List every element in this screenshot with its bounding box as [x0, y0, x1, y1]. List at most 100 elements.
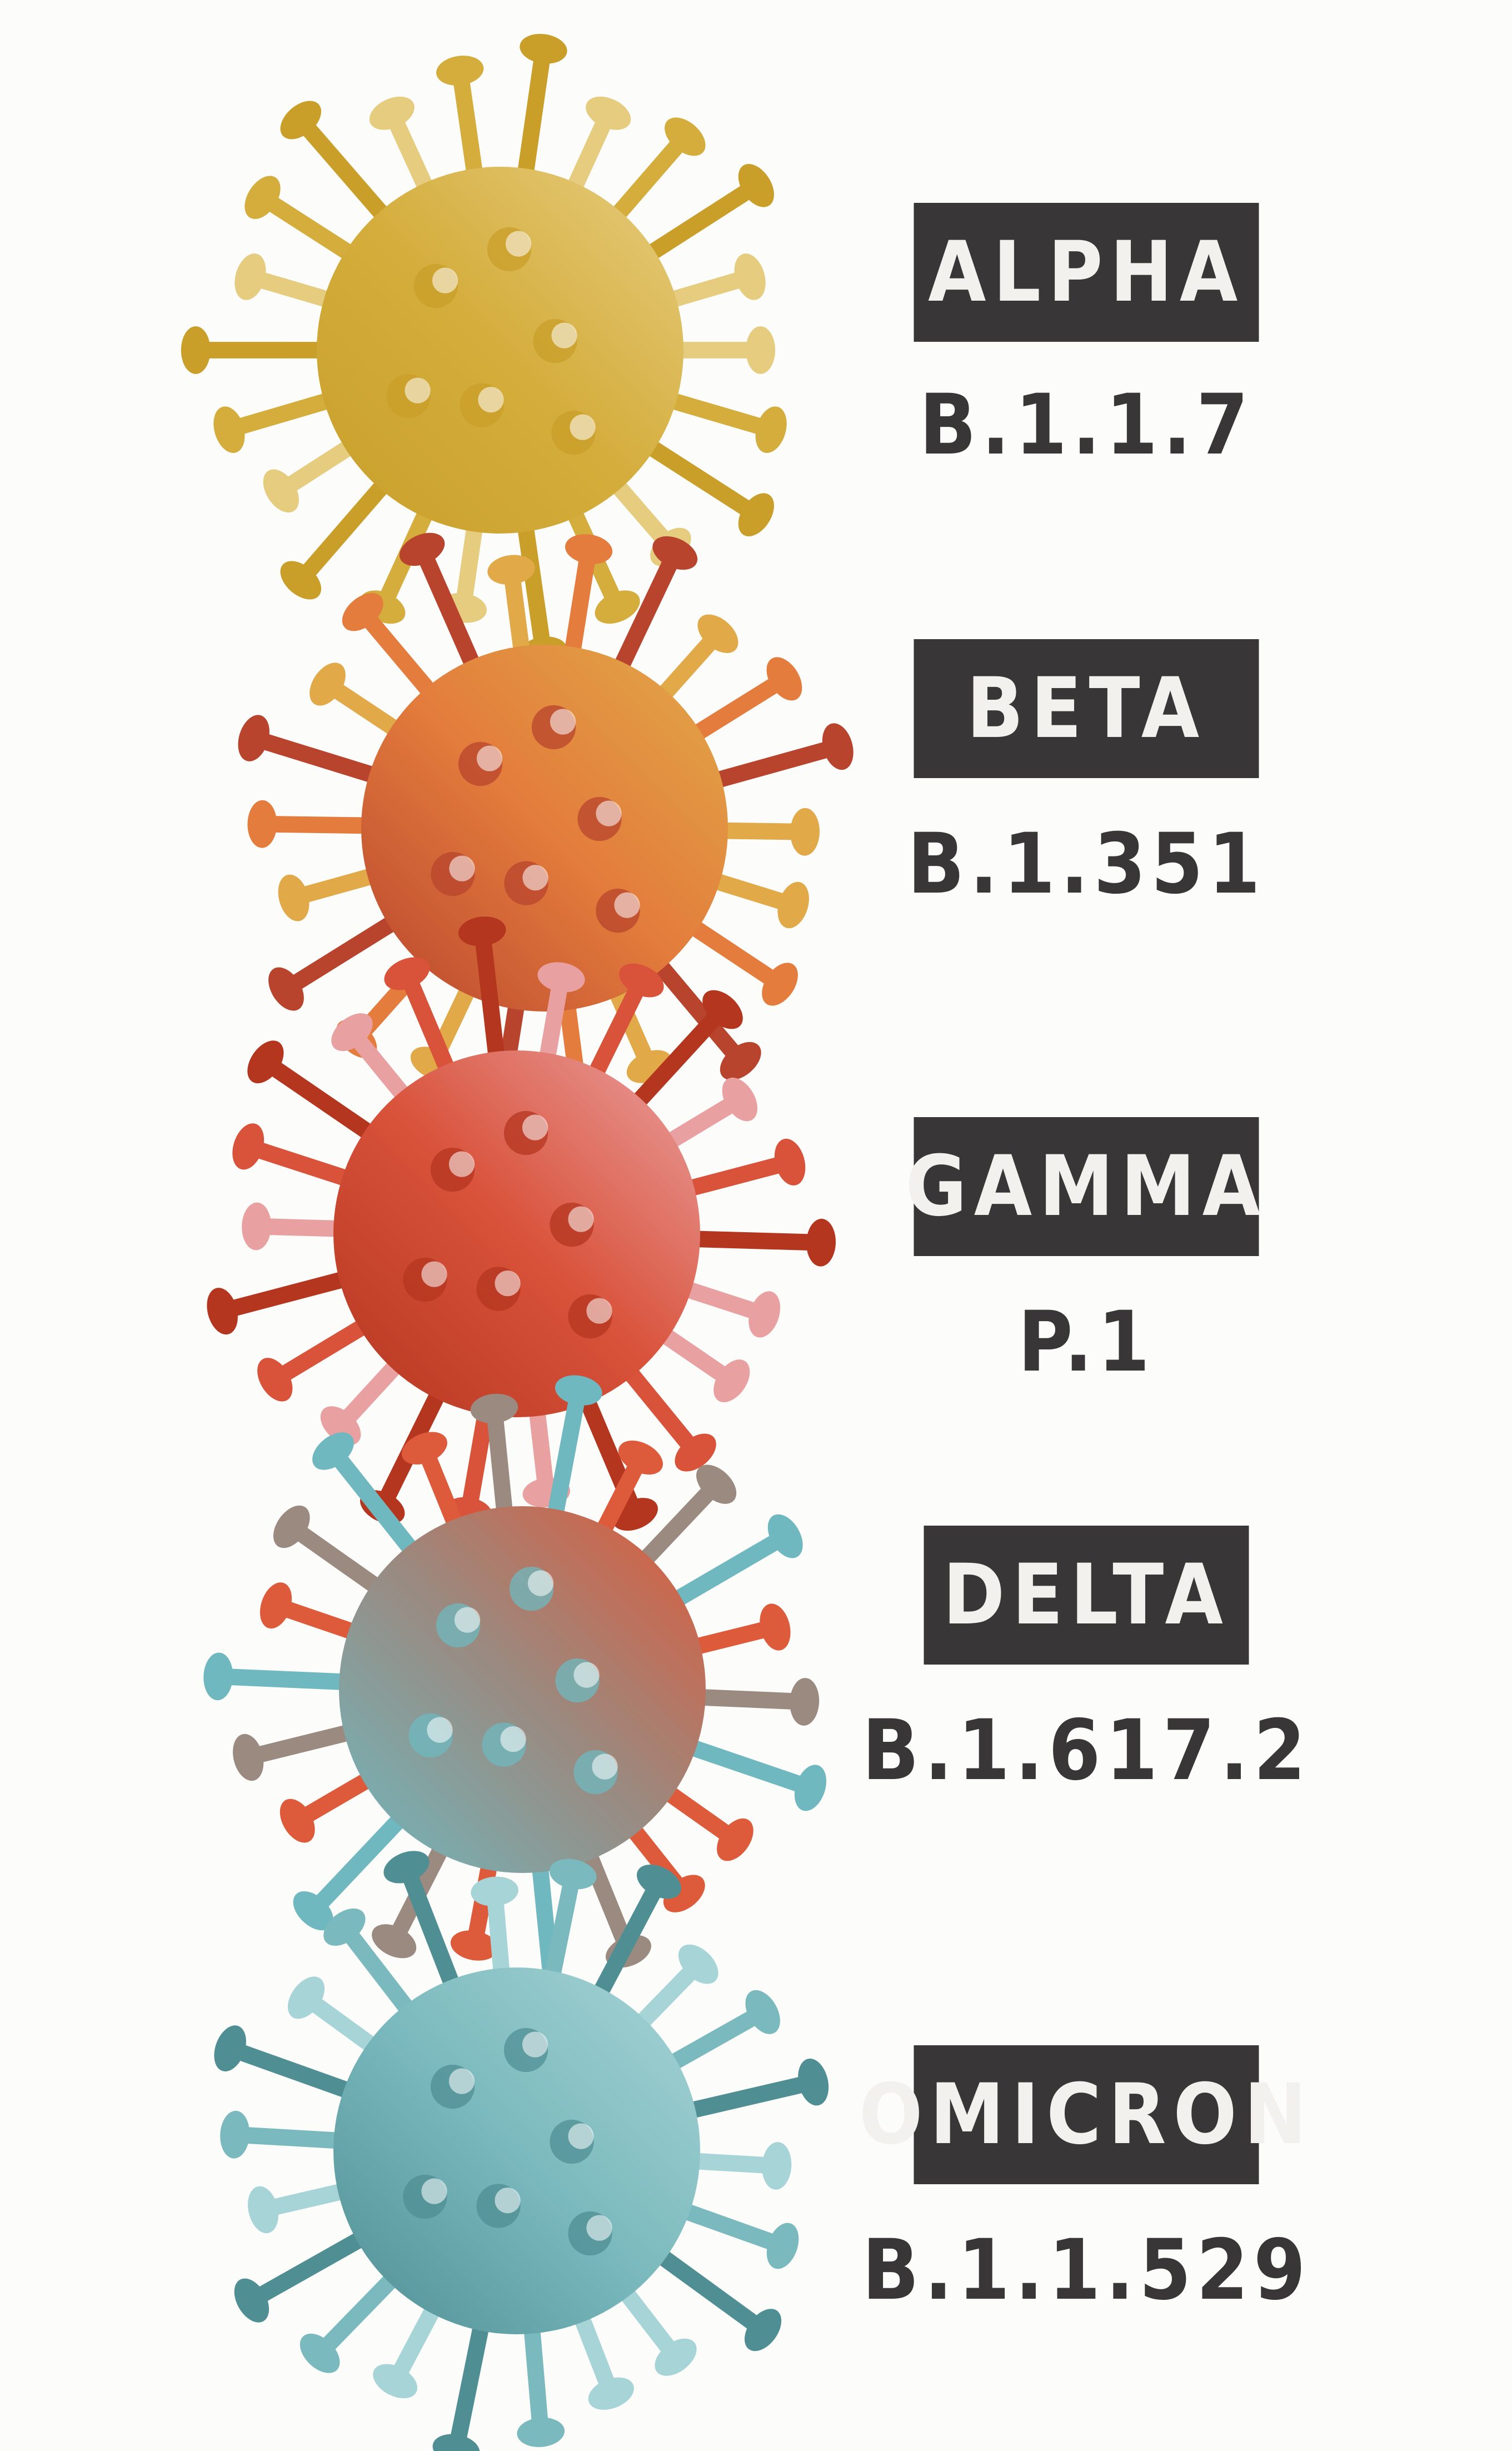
surface-highlight	[454, 1607, 481, 1633]
spike-protein	[486, 1400, 515, 1534]
surface-highlight	[495, 1271, 521, 1297]
spike-protein	[292, 112, 401, 234]
surface-highlight	[405, 377, 431, 403]
spike-tip	[618, 1441, 663, 1475]
spike-tip	[342, 592, 383, 631]
spike-tip	[717, 1818, 753, 1861]
spike-protein	[243, 2224, 382, 2309]
spike-protein	[656, 1528, 794, 1615]
surface-highlight	[478, 387, 504, 413]
spike-tip	[722, 1077, 757, 1122]
spike-protein	[239, 1138, 368, 1192]
spike-protein	[642, 946, 749, 1069]
surface-highlight	[568, 2123, 594, 2149]
spike-protein	[311, 2261, 410, 2362]
virus-body	[339, 1506, 706, 1873]
spike-protein	[650, 388, 780, 439]
surface-highlight	[432, 267, 458, 293]
spike-tip	[738, 493, 774, 536]
spike-tip	[207, 1288, 238, 1335]
spike-tip	[619, 963, 664, 998]
variant-lineage-delta: B.1.617.2	[862, 1702, 1311, 1799]
spike-tip	[744, 2309, 782, 2352]
surface-highlight	[421, 2178, 447, 2204]
spike-tip	[487, 555, 535, 585]
spike-tip	[790, 1678, 820, 1726]
spike-protein	[283, 1518, 396, 1603]
spike-tip	[766, 2223, 799, 2269]
spike-protein	[245, 730, 396, 788]
variant-lineage-alpha: B.1.1.7	[919, 377, 1254, 474]
spike-protein	[451, 62, 485, 195]
virus-alpha-icon	[181, 33, 787, 667]
spike-protein	[600, 128, 693, 234]
spike-tip	[713, 1359, 750, 1403]
spike-protein	[668, 1154, 799, 1200]
spike-protein	[254, 189, 370, 270]
surface-highlight	[427, 1717, 453, 1743]
virus-beta-icon	[238, 532, 854, 1144]
spike-protein	[473, 923, 507, 1078]
spike-protein	[398, 965, 461, 1090]
spike-tip	[234, 253, 266, 300]
spike-tip	[280, 1799, 315, 1843]
variant-name-alpha: ALPHA	[914, 203, 1259, 342]
spike-tip	[373, 2364, 418, 2399]
spike-protein	[670, 1735, 819, 1796]
spike-tip	[248, 2186, 279, 2234]
spike-tip	[517, 2417, 565, 2447]
spike-tip	[794, 1765, 827, 1811]
spike-tip	[203, 1652, 233, 1701]
spike-tip	[213, 406, 245, 454]
spike-protein	[607, 545, 683, 688]
spike-protein	[515, 505, 552, 660]
spike-tip	[798, 2058, 829, 2106]
spike-protein	[278, 907, 413, 998]
spike-protein	[398, 1859, 466, 2006]
spike-tip	[675, 1433, 716, 1472]
spike-tip	[766, 657, 802, 701]
spike-protein	[613, 1353, 704, 1461]
surface-highlight	[570, 414, 596, 440]
spike-tip	[665, 117, 706, 156]
spike-tip	[565, 534, 613, 564]
spike-tip	[720, 1042, 761, 1080]
spike-tip	[268, 967, 304, 1011]
spike-protein	[678, 1688, 813, 1710]
surface-highlight	[551, 322, 577, 348]
spike-protein	[669, 2074, 822, 2122]
spike-tip	[745, 1990, 780, 2034]
surface-highlight	[476, 745, 503, 771]
spike-tip	[383, 1851, 430, 1884]
surface-highlight	[448, 2068, 475, 2094]
spike-tip	[555, 1375, 602, 1406]
spike-tip	[369, 96, 415, 130]
spike-tip	[287, 1976, 325, 2019]
spike-tip	[181, 326, 211, 374]
spike-tip	[323, 1908, 366, 1946]
spike-protein	[541, 1866, 582, 1997]
spike-tip	[806, 1218, 836, 1267]
spike-tip	[588, 2377, 634, 2410]
spike-tip	[762, 2142, 792, 2190]
spike-tip	[312, 1432, 354, 1470]
spike-tip	[822, 723, 854, 770]
surface-highlight	[592, 1753, 618, 1780]
spike-tip	[242, 1202, 272, 1251]
spike-tip	[280, 101, 322, 140]
surface-highlight	[522, 2031, 548, 2058]
surface-highlight	[448, 1151, 475, 1177]
spike-protein	[673, 911, 789, 993]
variant-lineage-gamma: P.1	[1017, 1294, 1155, 1391]
spike-protein	[576, 1834, 637, 1960]
spike-tip	[214, 2025, 246, 2072]
spike-tip	[636, 1864, 681, 1899]
spike-tip	[738, 164, 774, 207]
surface-highlight	[596, 800, 622, 826]
spike-protein	[631, 177, 765, 270]
surface-highlight	[586, 2215, 612, 2241]
spike-tip	[436, 56, 484, 86]
spike-tip	[734, 253, 766, 300]
virus-body	[333, 1050, 700, 1417]
spike-tip	[244, 176, 281, 220]
